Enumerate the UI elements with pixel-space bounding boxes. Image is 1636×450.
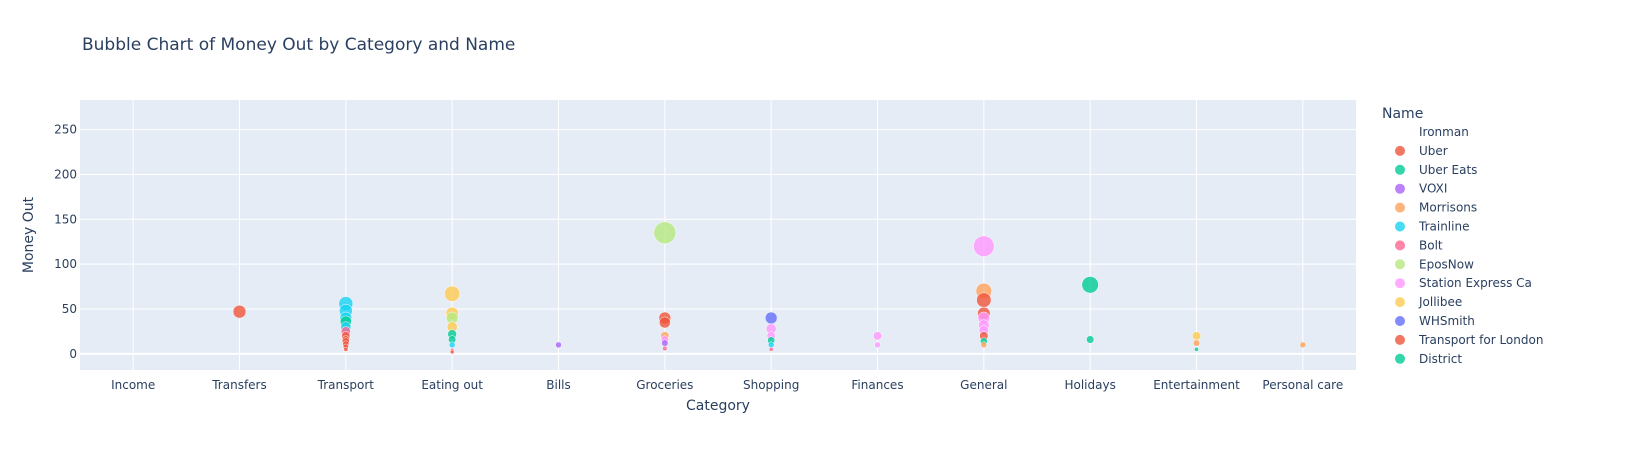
bubble[interactable] xyxy=(764,311,778,325)
bubble[interactable] xyxy=(1194,346,1199,352)
legend-label: District xyxy=(1419,352,1462,366)
legend-label: Trainline xyxy=(1418,220,1469,234)
legend-label: Transport for London xyxy=(1418,333,1543,347)
bubble[interactable] xyxy=(1086,335,1095,344)
x-tick-label: Transfers xyxy=(211,378,267,392)
legend-label: Station Express Ca xyxy=(1419,276,1532,290)
legend-marker xyxy=(1395,278,1405,289)
legend-label: WHSmith xyxy=(1419,314,1475,328)
bubble[interactable] xyxy=(449,349,455,355)
y-tick-label: 50 xyxy=(62,302,77,316)
bubble[interactable] xyxy=(658,316,671,329)
legend-marker xyxy=(1395,259,1405,270)
legend-item[interactable]: Jollibee xyxy=(1395,295,1462,309)
x-tick-label: Shopping xyxy=(743,378,799,392)
grid-layer xyxy=(80,100,1356,370)
bubble[interactable] xyxy=(973,235,995,257)
legend-marker xyxy=(1395,164,1405,175)
legend-item[interactable]: VOXI xyxy=(1395,182,1447,196)
legend-item[interactable]: Station Express Ca xyxy=(1395,276,1532,290)
x-tick-label: Finances xyxy=(851,378,903,392)
x-axis-title: Category xyxy=(686,398,750,414)
legend[interactable]: Name Ironman Uber Uber Eats VOXI Morrisons Tr… xyxy=(1382,106,1543,366)
x-tick-label: Transport xyxy=(317,378,375,392)
x-tick-label: Groceries xyxy=(636,378,693,392)
bubble[interactable] xyxy=(1081,276,1099,294)
legend-label: EposNow xyxy=(1419,257,1474,271)
bubble[interactable] xyxy=(873,331,882,341)
x-tick-label: Entertainment xyxy=(1153,378,1240,392)
y-tick-label: 200 xyxy=(54,167,77,181)
legend-label: VOXI xyxy=(1419,182,1447,196)
plot-background xyxy=(80,100,1356,370)
bubble[interactable] xyxy=(976,292,992,308)
legend-label: Bolt xyxy=(1419,238,1443,252)
legend-item[interactable]: Morrisons xyxy=(1395,201,1477,215)
tick-layer: Income Transfers Transport Eating out Bills G… xyxy=(54,123,1343,392)
bubble[interactable] xyxy=(661,339,669,347)
legend-items[interactable]: Ironman Uber Uber Eats VOXI Morrisons Trainli… xyxy=(1395,125,1543,366)
bubble[interactable] xyxy=(444,285,461,302)
bubble[interactable] xyxy=(555,341,562,349)
legend-item[interactable]: WHSmith xyxy=(1395,314,1475,328)
legend-marker xyxy=(1395,297,1405,308)
legend-item[interactable]: EposNow xyxy=(1395,257,1474,271)
legend-marker xyxy=(1395,221,1405,232)
bubble[interactable] xyxy=(1299,341,1307,349)
legend-label: Morrisons xyxy=(1419,201,1477,215)
bubble[interactable] xyxy=(343,346,349,352)
legend-marker xyxy=(1395,316,1405,326)
legend-label: Uber xyxy=(1419,144,1448,158)
legend-label: Jollibee xyxy=(1418,295,1462,309)
bubble[interactable] xyxy=(874,341,881,349)
y-tick-label: 100 xyxy=(54,257,77,271)
bubble[interactable] xyxy=(448,341,456,349)
legend-label: Uber Eats xyxy=(1419,163,1477,177)
bubble[interactable] xyxy=(662,345,668,352)
legend-marker xyxy=(1395,240,1405,251)
y-tick-label: 250 xyxy=(54,123,77,137)
y-tick-label: 150 xyxy=(54,212,77,226)
legend-item[interactable]: Ironman xyxy=(1419,125,1469,139)
legend-marker xyxy=(1395,334,1405,345)
x-tick-label: General xyxy=(960,378,1007,392)
legend-marker xyxy=(1395,202,1405,213)
x-tick-label: Bills xyxy=(546,378,571,392)
bubble[interactable] xyxy=(653,221,677,245)
chart-title: Bubble Chart of Money Out by Category an… xyxy=(82,35,515,55)
legend-item[interactable]: Transport for London xyxy=(1395,333,1543,347)
bubble[interactable] xyxy=(1192,339,1201,347)
legend-item[interactable]: Trainline xyxy=(1395,220,1469,234)
legend-marker xyxy=(1395,183,1405,194)
legend-item[interactable]: Uber xyxy=(1395,144,1448,158)
x-tick-label: Holidays xyxy=(1064,378,1115,392)
legend-item[interactable]: Bolt xyxy=(1395,238,1443,252)
bubble[interactable] xyxy=(980,341,988,349)
x-tick-label: Personal care xyxy=(1262,378,1343,392)
bubble[interactable] xyxy=(767,341,775,349)
y-tick-label: 0 xyxy=(69,347,77,361)
legend-marker xyxy=(1395,145,1405,156)
bubble[interactable] xyxy=(768,346,774,352)
legend-label: Ironman xyxy=(1419,125,1469,139)
y-axis-title: Money Out xyxy=(21,196,37,273)
bubble[interactable] xyxy=(1192,331,1201,341)
legend-marker xyxy=(1395,353,1405,364)
x-tick-label: Income xyxy=(111,378,155,392)
legend-item[interactable]: District xyxy=(1395,352,1462,366)
x-tick-label: Eating out xyxy=(421,378,483,392)
legend-title: Name xyxy=(1382,106,1423,122)
bubble[interactable] xyxy=(232,304,247,319)
bubble-layer xyxy=(232,221,1307,355)
legend-item[interactable]: Uber Eats xyxy=(1395,163,1477,177)
